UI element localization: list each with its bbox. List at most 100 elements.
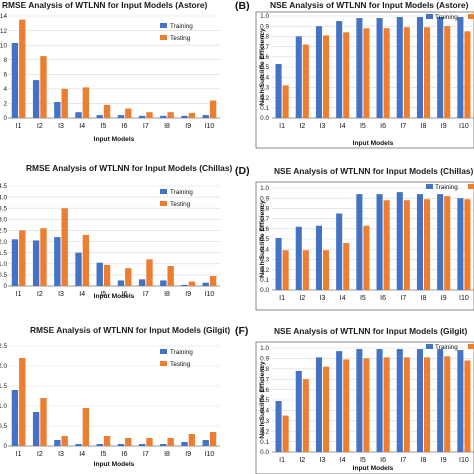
x-axis-label: Input Models xyxy=(94,461,135,468)
bar-training-i8 xyxy=(160,280,167,286)
y-tick-label: 1.0 xyxy=(0,261,7,268)
bar-training-i10 xyxy=(457,350,464,452)
y-tick-label: 0.0 xyxy=(260,449,269,456)
bar-training-i4 xyxy=(336,21,343,119)
y-tick-label: 0.2 xyxy=(260,428,269,435)
x-axis-label: Input Models xyxy=(353,465,394,472)
bar-testing-i9 xyxy=(444,26,451,119)
y-tick-label: 0.3 xyxy=(260,257,269,264)
x-tick-label: I7 xyxy=(400,295,406,302)
y-tick-label: 0.8 xyxy=(260,206,269,213)
y-tick-label: 0.1 xyxy=(260,105,269,112)
x-tick-label: I4 xyxy=(340,295,346,302)
bar-testing-i10 xyxy=(209,432,217,446)
panel-letter: (D) xyxy=(235,165,250,177)
bar-testing-i5 xyxy=(363,358,370,452)
bar-testing-i5 xyxy=(363,225,370,290)
y-tick-label: 0.2 xyxy=(260,267,269,274)
y-tick-label: 2.5 xyxy=(0,343,7,350)
bar-training-i2 xyxy=(32,412,40,446)
x-tick-label: I6 xyxy=(122,123,128,130)
bar-training-i2 xyxy=(295,36,302,118)
bar-testing-i3 xyxy=(61,436,68,446)
bar-training-i10 xyxy=(202,115,209,118)
legend-swatch-training xyxy=(160,23,167,28)
bar-training-i4 xyxy=(75,252,82,286)
bar-training-i8 xyxy=(160,115,167,118)
bar-training-i3 xyxy=(315,357,322,452)
bar-training-i10 xyxy=(202,440,209,446)
y-tick-label: 2.0 xyxy=(0,363,7,370)
y-tick-label: 0.3 xyxy=(260,418,269,425)
x-tick-label: I10 xyxy=(205,123,215,130)
panel-letter: (F) xyxy=(235,325,248,337)
x-tick-label: I4 xyxy=(79,291,85,298)
chart-title: RMSE Analysis of WTLNN for Input Models … xyxy=(2,0,208,10)
y-axis-label: Nash-Sutcliffe Efficiency xyxy=(259,28,266,106)
bar-training-i10 xyxy=(202,282,209,286)
bar-training-i9 xyxy=(181,115,188,118)
bar-training-i7 xyxy=(138,279,146,286)
bar-training-i2 xyxy=(32,240,40,286)
legend-label-testing: Testing xyxy=(170,35,191,42)
y-tick-label: 0.6 xyxy=(260,226,269,233)
legend-swatch-training xyxy=(160,189,167,194)
x-tick-label: I6 xyxy=(122,451,128,458)
y-tick-label: 0.9 xyxy=(260,195,269,202)
legend-swatch-testing xyxy=(468,14,474,19)
y-tick-label: 0.4 xyxy=(260,408,269,415)
chart-title: RMSE Analysis of WTLNN for Input Models … xyxy=(30,325,230,335)
x-tick-label: I5 xyxy=(100,451,106,458)
bar-testing-i7 xyxy=(403,357,410,452)
bar-training-i7 xyxy=(138,115,146,118)
bar-training-i5 xyxy=(356,194,363,290)
bar-training-i6 xyxy=(376,349,383,452)
y-tick-label: 3.5 xyxy=(0,205,7,212)
bar-testing-i7 xyxy=(403,200,410,290)
chart-title: NSE Analysis of WTLNN for Input Models (… xyxy=(270,0,469,10)
legend-swatch-training xyxy=(426,184,433,189)
y-tick-label: 4.5 xyxy=(0,183,7,190)
bar-testing-i10 xyxy=(464,199,471,290)
y-tick-label: 0.0 xyxy=(260,287,269,294)
bar-training-i7 xyxy=(396,192,403,290)
y-tick-label: 1.5 xyxy=(0,383,7,390)
y-tick-label: 14 xyxy=(0,13,7,20)
x-tick-label: I1 xyxy=(16,291,22,298)
x-tick-label: I8 xyxy=(164,451,170,458)
x-tick-label: I6 xyxy=(380,123,386,130)
bar-testing-i2 xyxy=(40,398,47,446)
y-tick-label: 0.7 xyxy=(260,216,269,223)
bar-testing-i6 xyxy=(125,268,132,286)
x-tick-label: I3 xyxy=(320,295,326,302)
legend-swatch-training xyxy=(160,349,167,354)
y-tick-label: 0.4 xyxy=(260,246,269,253)
bar-testing-i2 xyxy=(302,250,309,290)
bar-training-i7 xyxy=(396,17,403,118)
bar-testing-i2 xyxy=(40,56,47,118)
legend-label-training: Training xyxy=(435,14,458,21)
bar-training-i3 xyxy=(54,237,61,286)
y-axis-label: Nash-Sutcliffe Efficiency xyxy=(259,200,266,278)
bar-testing-i10 xyxy=(464,360,471,452)
legend-label-testing: Testing xyxy=(170,361,191,368)
y-tick-label: 0 xyxy=(3,115,7,122)
legend-swatch-testing xyxy=(468,344,474,349)
legend: Training Testing xyxy=(160,23,193,42)
bar-training-i5 xyxy=(96,115,103,118)
bar-training-i5 xyxy=(96,262,103,286)
bar-training-i3 xyxy=(315,225,322,290)
bar-training-i8 xyxy=(416,17,423,118)
x-tick-label: I8 xyxy=(421,457,427,464)
chart-panel-d: (D) NSE Analysis of WTLNN for Input Model… xyxy=(235,165,474,311)
x-tick-label: I7 xyxy=(400,457,406,464)
legend-label-training: Training xyxy=(170,23,193,30)
bar-training-i2 xyxy=(32,80,40,118)
legend-swatch-training xyxy=(426,14,433,19)
x-tick-label: I2 xyxy=(37,291,43,298)
bar-testing-i4 xyxy=(343,243,350,290)
bar-training-i4 xyxy=(75,112,82,118)
